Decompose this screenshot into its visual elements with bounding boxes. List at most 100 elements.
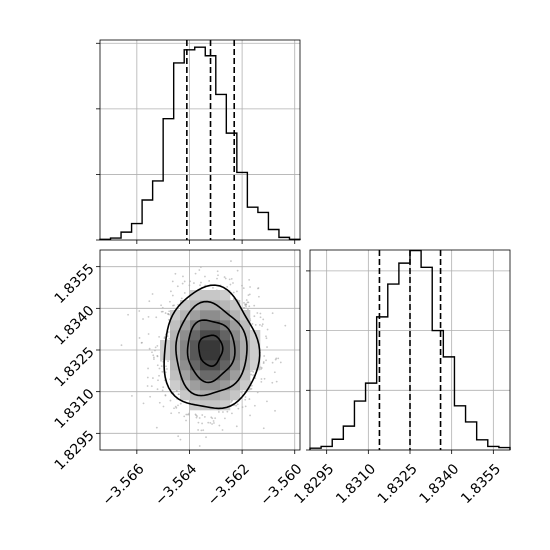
- scatter-point: [224, 277, 227, 280]
- density-cell: [170, 380, 181, 391]
- quantile-lines: [186, 40, 236, 240]
- scatter-point: [226, 286, 229, 288]
- scatter-point: [147, 333, 150, 335]
- contour-line: [186, 319, 236, 384]
- scatter-point: [230, 277, 233, 280]
- scatter-point: [253, 315, 256, 318]
- scatter-point: [265, 337, 268, 340]
- density-cell: [220, 300, 231, 311]
- tick-marks: [96, 42, 296, 244]
- density-cell: [230, 330, 241, 341]
- scatter-point: [237, 407, 240, 410]
- scatter-point: [253, 304, 256, 307]
- scatter-point: [185, 413, 188, 416]
- scatter-point: [165, 365, 167, 368]
- density-cell: [200, 290, 211, 301]
- density-cell: [180, 320, 191, 331]
- scatter-point: [221, 429, 224, 431]
- scatter-point: [236, 269, 239, 272]
- scatter-point: [265, 359, 267, 362]
- density-cell: [210, 400, 221, 411]
- scatter-point: [250, 373, 252, 376]
- scatter-point: [183, 292, 186, 294]
- scatter-point: [256, 312, 259, 314]
- density-cell: [210, 290, 221, 301]
- scatter-point: [177, 435, 180, 438]
- density-cell: [200, 350, 211, 361]
- density-cell: [230, 390, 241, 401]
- scatter-point: [156, 345, 159, 347]
- density-cell: [220, 360, 231, 371]
- scatter-point: [171, 280, 174, 283]
- scatter-point: [212, 420, 215, 422]
- scatter-point: [254, 324, 257, 326]
- scatter-point: [178, 393, 180, 396]
- density-cell: [220, 370, 231, 381]
- scatter-point: [147, 367, 149, 370]
- scatter-point: [263, 355, 266, 357]
- scatter-point: [162, 405, 165, 408]
- scatter-point: [211, 417, 214, 420]
- scatter-point: [176, 285, 179, 288]
- density-cell: [190, 330, 201, 341]
- scatter-point: [222, 411, 224, 413]
- density-cell: [180, 300, 191, 311]
- scatter-point: [244, 405, 247, 408]
- scatter-point: [172, 304, 174, 307]
- scatter-point: [140, 342, 143, 344]
- density-cell: [190, 350, 201, 361]
- scatter-point: [260, 378, 263, 380]
- density-cell: [190, 340, 201, 351]
- density-cell: [180, 330, 191, 341]
- scatter-point: [265, 335, 267, 338]
- scatter-point: [251, 322, 254, 325]
- density-cell: [180, 370, 191, 381]
- density-cell: [180, 340, 191, 351]
- scatter-point: [266, 328, 269, 331]
- scatter-point: [152, 354, 155, 357]
- scatter-point: [229, 283, 232, 286]
- scatter-point: [197, 421, 200, 424]
- scatter-point: [232, 291, 235, 294]
- scatter-point: [248, 398, 251, 400]
- scatter-point: [154, 346, 157, 349]
- scatter-point: [212, 286, 214, 289]
- marginal-histogram-x: [96, 39, 301, 244]
- scatter-point: [203, 416, 206, 418]
- scatter-point: [155, 316, 158, 319]
- scatter-point: [167, 331, 170, 333]
- scatter-point: [248, 278, 251, 281]
- density-cell: [170, 350, 181, 361]
- scatter-point: [164, 394, 167, 396]
- density-cell: [210, 350, 221, 361]
- scatter-point: [157, 379, 159, 382]
- contour-line: [175, 300, 248, 397]
- scatter-point: [197, 429, 199, 431]
- contour-line: [163, 284, 261, 410]
- density-cell: [210, 310, 221, 321]
- scatter-point: [169, 290, 172, 293]
- scatter-point: [260, 380, 263, 383]
- scatter-point: [275, 380, 278, 383]
- scatter-point: [218, 424, 221, 427]
- density-cell: [200, 300, 211, 311]
- scatter-point: [194, 413, 197, 416]
- tick-marks: [96, 266, 296, 454]
- scatter-point: [198, 417, 201, 419]
- density-cell: [250, 360, 261, 371]
- density-cell: [230, 380, 241, 391]
- density-cell: [200, 360, 211, 371]
- density-cell: [240, 370, 251, 381]
- scatter-point: [200, 281, 202, 284]
- scatter-point: [169, 399, 172, 402]
- scatter-point: [247, 308, 249, 311]
- scatter-point: [214, 417, 217, 420]
- density-cell: [170, 330, 181, 341]
- scatter-point: [252, 371, 255, 373]
- scatter-point: [166, 368, 168, 370]
- scatter-point: [284, 324, 287, 327]
- scatter-point: [162, 386, 165, 389]
- scatter-point: [236, 290, 238, 293]
- scatter-point: [149, 395, 152, 398]
- scatter-point: [274, 409, 276, 412]
